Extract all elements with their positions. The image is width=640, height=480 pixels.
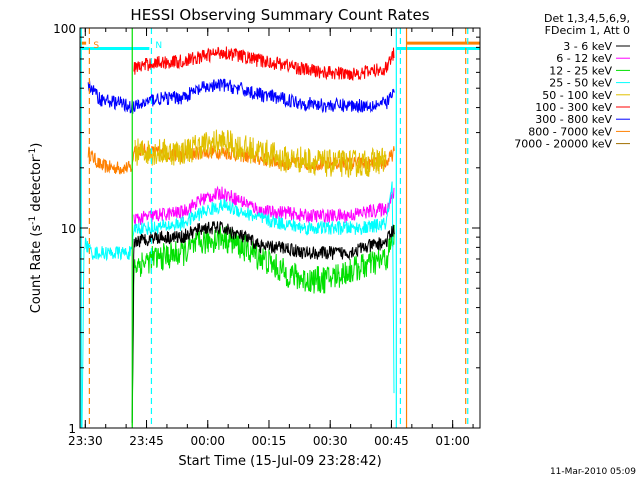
- x-tick-label: 00:30: [313, 434, 348, 448]
- legend-entry-label: 300 - 800 keV: [535, 113, 612, 126]
- chart-title: HESSI Observing Summary Count Rates: [130, 6, 429, 24]
- footer-timestamp: 11-Mar-2010 05:09: [550, 467, 636, 477]
- legend-entry-label: 12 - 25 keV: [549, 64, 612, 77]
- marker-label: N: [155, 41, 162, 51]
- y-axis-label: Count Rate (s-1 detector-1): [28, 143, 44, 314]
- x-tick-label: 23:30: [68, 434, 103, 448]
- series-line-6-12-kev: [133, 185, 395, 227]
- legend-entry-label: 50 - 100 keV: [542, 89, 612, 102]
- legend-entry-label: 800 - 7000 keV: [528, 125, 612, 138]
- marker-label: S: [93, 41, 99, 51]
- y-tick-label: 100: [53, 22, 76, 36]
- legend-entry-label: 6 - 12 keV: [556, 52, 612, 65]
- x-tick-label: 23:45: [129, 434, 164, 448]
- series-line-25-50-kev: [81, 181, 395, 428]
- legend-header-line: Det 1,3,4,5,6,9,: [544, 12, 630, 25]
- x-tick-label: 01:00: [435, 434, 470, 448]
- y-tick-label: 10: [61, 222, 76, 236]
- x-tick-label: 00:00: [190, 434, 225, 448]
- x-axis-label: Start Time (15-Jul-09 23:28:42): [178, 454, 381, 469]
- legend-header-line: FDecim 1, Att 0: [545, 24, 630, 37]
- legend-entry-label: 25 - 50 keV: [549, 77, 612, 90]
- series-line-12-25-kev: [131, 224, 395, 426]
- series-line-3-6-kev: [131, 221, 395, 423]
- series-line-300-800-kev: [87, 78, 395, 114]
- y-tick-label: 1: [68, 422, 76, 436]
- legend-entry-label: 100 - 300 keV: [535, 101, 612, 114]
- legend-entry-label: 3 - 6 keV: [563, 40, 612, 53]
- legend-entry-label: 7000 - 20000 keV: [514, 138, 612, 151]
- x-tick-label: 00:15: [252, 434, 287, 448]
- series-line-100-300-kev: [133, 46, 395, 82]
- series-line-50-100-kev: [134, 129, 387, 179]
- legend: Det 1,3,4,5,6,9,FDecim 1, Att 0 3 - 6 keV…: [514, 12, 630, 151]
- x-tick-label: 00:45: [374, 434, 409, 448]
